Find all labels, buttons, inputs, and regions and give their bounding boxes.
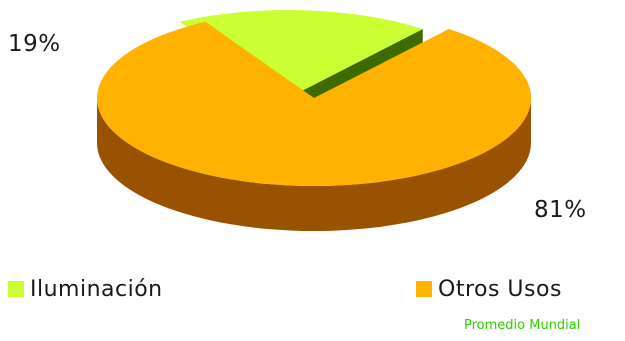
slice-label-otros-usos: 81% (534, 197, 587, 223)
slice-top-iluminacion (179, 9, 423, 98)
legend-swatch-iluminacion (8, 281, 24, 297)
pie-tops (97, 9, 532, 186)
slice-label-iluminacion: 19% (8, 31, 61, 57)
legend-swatch-otros-usos (416, 281, 432, 297)
pie-chart (97, 9, 532, 231)
footnote: Promedio Mundial (464, 318, 581, 333)
legend-item-otros-usos: Otros Usos (416, 275, 562, 303)
slice-top-otros-usos (97, 21, 532, 186)
legend-label-iluminacion: Iluminación (30, 276, 163, 302)
slice-side-otros-usos (97, 98, 531, 231)
legend-item-iluminacion: Iluminación (8, 275, 163, 303)
legend-label-otros-usos: Otros Usos (438, 276, 562, 302)
